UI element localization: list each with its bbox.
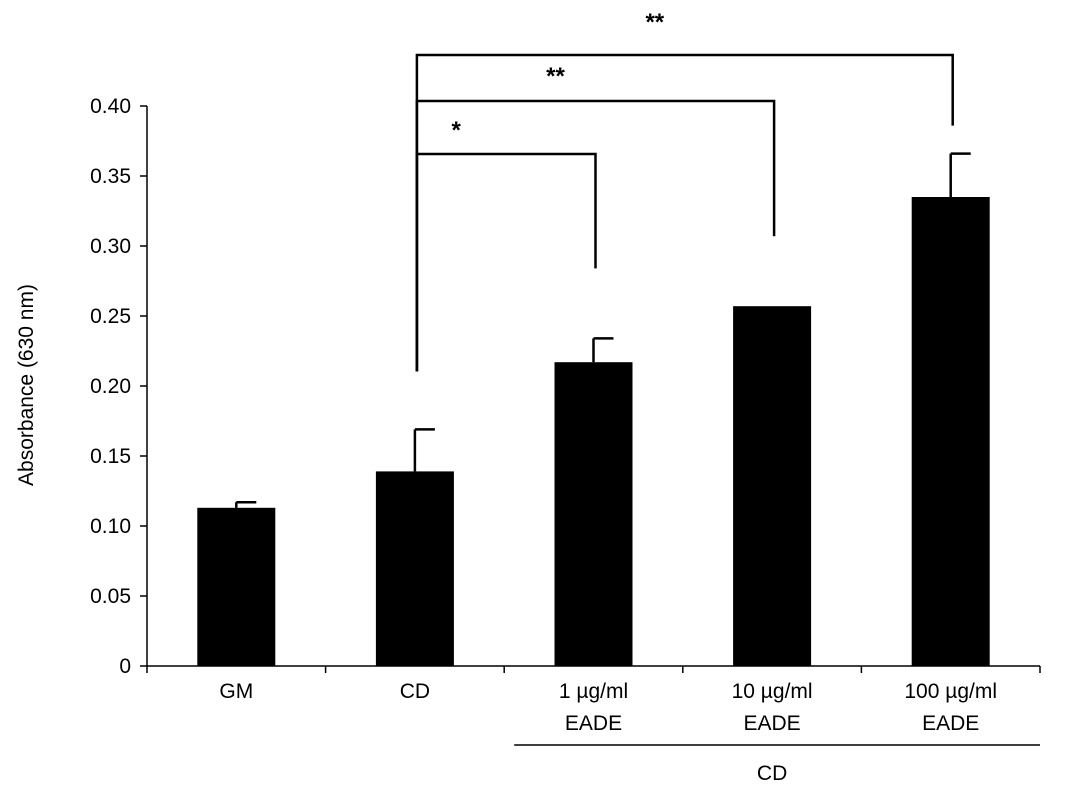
bar [911,197,990,666]
error-bars [235,152,971,508]
category-label: 1 µg/ml EADE [559,680,628,735]
category-label: CD [400,680,430,703]
y-tick-label: 0.15 [90,445,131,468]
category-label: GM [219,680,253,703]
category-label-line: 100 µg/ml [904,680,997,703]
y-tick-label: 0 [119,655,131,678]
bar [375,471,454,666]
bar [197,507,276,666]
category-label-line: EADE [565,712,622,735]
bar [554,362,633,666]
y-tick-label: 0.40 [90,95,131,118]
category-label-line: EADE [922,712,979,735]
axes: 0 0.05 0.10 0.15 0.20 0.25 0.30 0.35 0.40 [90,95,1041,678]
category-label: 10 µg/ml EADE [732,680,813,735]
y-tick-label: 0.10 [90,515,131,538]
category-label: 100 µg/ml EADE [904,680,997,735]
y-axis-label: Absorbance (630 nm) [15,284,38,486]
group-label: CD [757,762,787,785]
significance-label: ** [645,9,664,36]
significance-label: * [452,117,462,144]
bars [197,197,990,666]
significance-bracket [415,53,954,372]
significance-label: ** [546,63,565,90]
category-label-line: CD [400,680,430,703]
group-annotation: CD [514,744,1040,785]
category-label-line: GM [219,680,253,703]
y-tick-label: 0.05 [90,585,131,608]
y-tick-label: 0.35 [90,165,131,188]
significance-brackets: ***** [415,9,954,372]
y-tick-label: 0.30 [90,235,131,258]
significance-bracket [415,152,597,372]
category-label-line: EADE [744,712,801,735]
y-tick-label: 0.20 [90,375,131,398]
category-labels: GM CD 1 µg/ml EADE 10 µg/ml EADE 100 µg/ml EADE [219,680,997,735]
y-tick-label: 0.25 [90,305,131,328]
bar [733,306,812,666]
category-label-line: 10 µg/ml [732,680,813,703]
category-label-line: 1 µg/ml [559,680,628,703]
